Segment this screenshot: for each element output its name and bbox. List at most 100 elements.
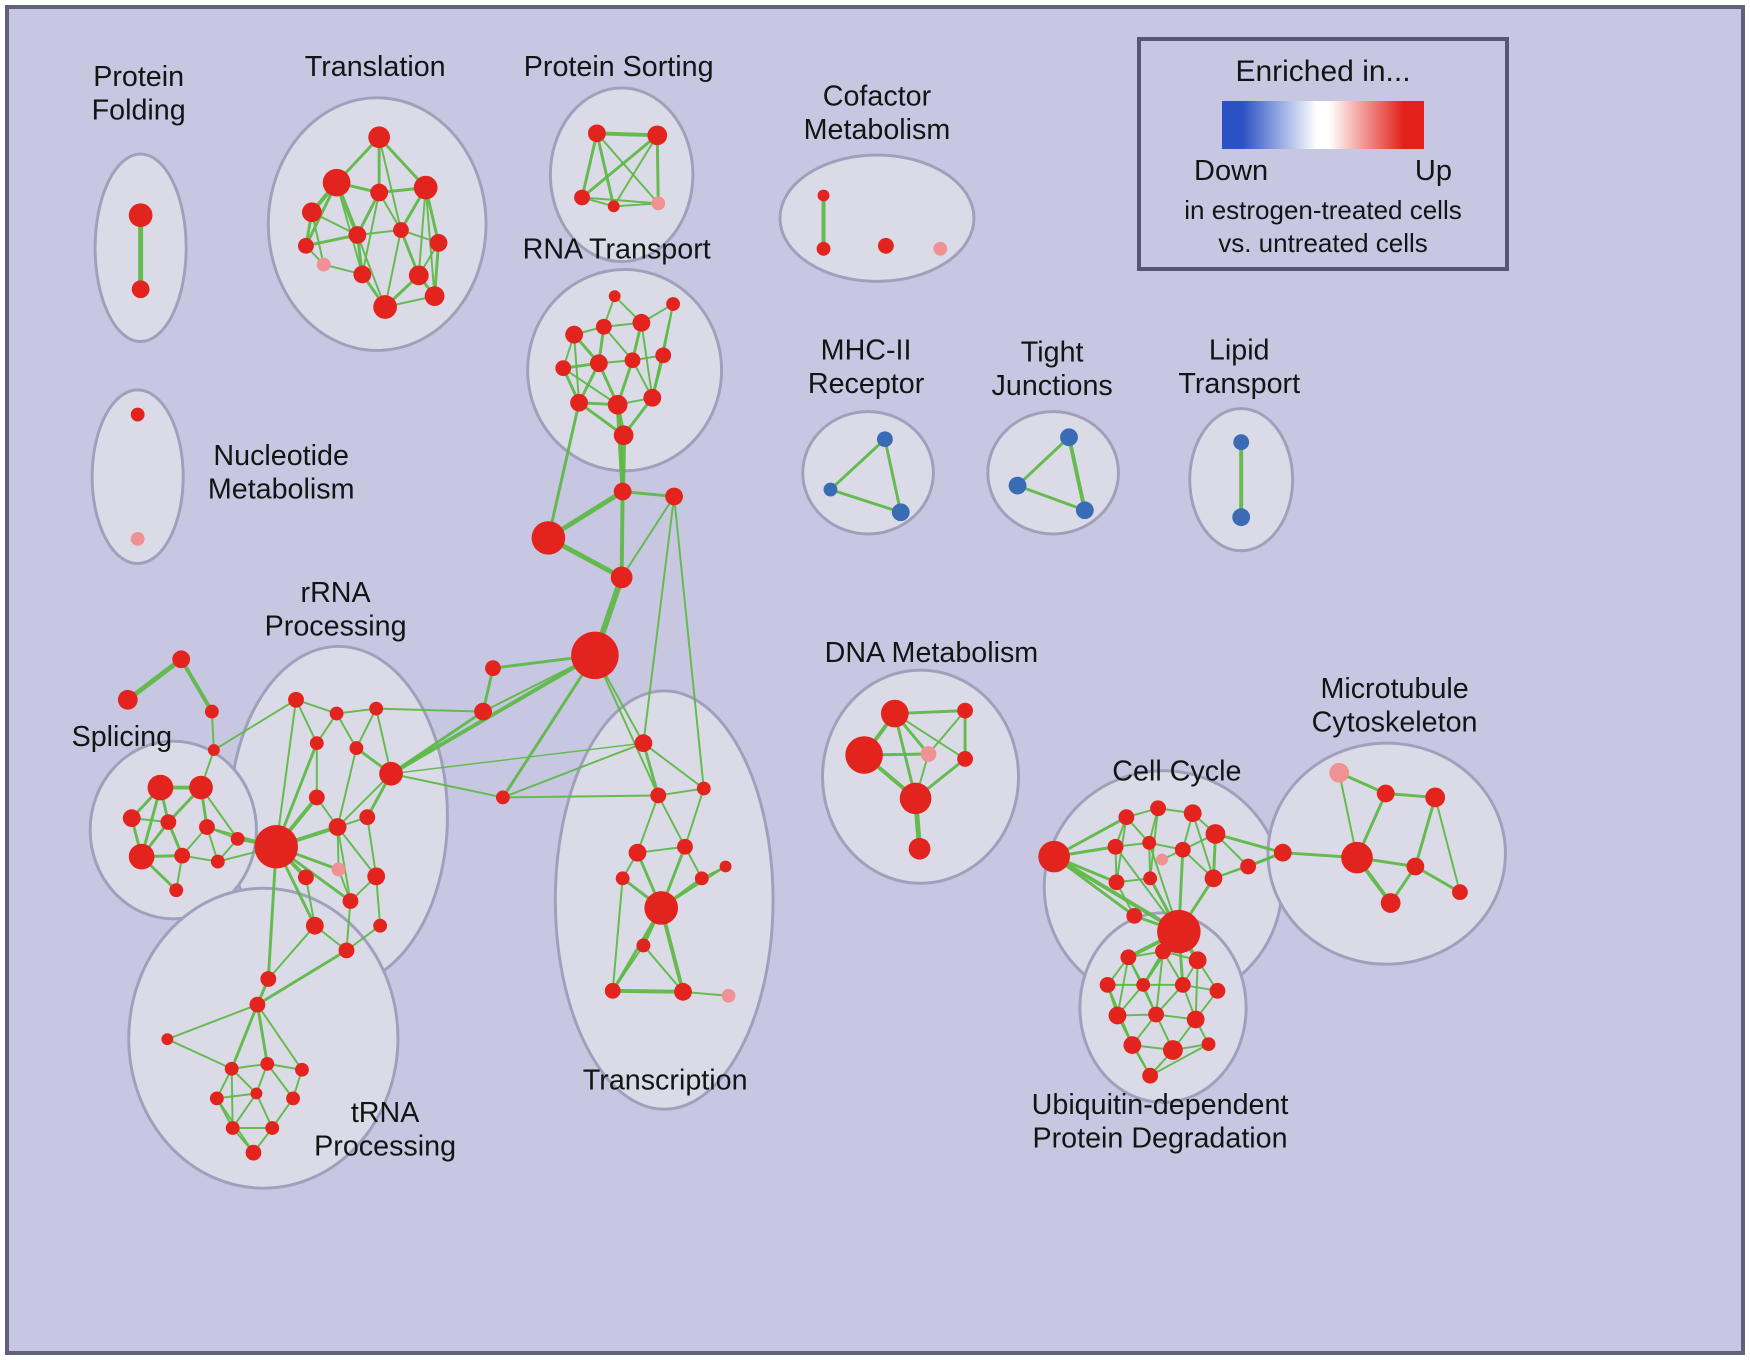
node-rr5[interactable]	[349, 741, 364, 755]
node-tp11[interactable]	[245, 1144, 262, 1161]
node-st1[interactable]	[172, 650, 191, 669]
node-ub6[interactable]	[1174, 977, 1191, 993]
node-mh2[interactable]	[823, 482, 838, 497]
node-tl4[interactable]	[370, 183, 389, 202]
node-ps1[interactable]	[587, 124, 606, 143]
node-sl1[interactable]	[147, 774, 174, 801]
node-rr1[interactable]	[288, 691, 304, 708]
node-cf4[interactable]	[933, 241, 948, 256]
node-rt11[interactable]	[607, 394, 628, 415]
node-cf2[interactable]	[816, 241, 831, 256]
node-mt5[interactable]	[1341, 841, 1373, 874]
node-tc14[interactable]	[721, 988, 736, 1003]
node-tl1[interactable]	[368, 126, 391, 149]
node-rr11[interactable]	[331, 862, 346, 877]
node-cc12[interactable]	[1204, 869, 1223, 888]
node-rt6[interactable]	[555, 360, 572, 377]
node-dm7[interactable]	[908, 837, 931, 860]
node-ub8[interactable]	[1108, 1006, 1127, 1025]
node-br3[interactable]	[495, 790, 510, 805]
node-ub9[interactable]	[1148, 1006, 1164, 1023]
node-tc6[interactable]	[677, 838, 693, 855]
node-rt12[interactable]	[643, 388, 662, 407]
node-dm3[interactable]	[845, 736, 883, 774]
node-cc10[interactable]	[1108, 874, 1125, 891]
node-tc8[interactable]	[615, 871, 630, 886]
node-rt9[interactable]	[655, 347, 672, 364]
node-br1[interactable]	[485, 660, 501, 677]
node-hub[interactable]	[571, 631, 619, 680]
node-ub7[interactable]	[1209, 982, 1226, 999]
node-tp8[interactable]	[286, 1091, 300, 1106]
node-rt5[interactable]	[666, 297, 681, 311]
node-rt10[interactable]	[570, 393, 588, 412]
node-tp9[interactable]	[225, 1121, 240, 1135]
node-rr18[interactable]	[260, 971, 277, 987]
node-sl10[interactable]	[169, 883, 184, 898]
node-st3[interactable]	[204, 704, 219, 719]
node-ub3[interactable]	[1188, 951, 1207, 970]
node-cc1[interactable]	[1038, 840, 1070, 873]
node-ch2[interactable]	[665, 487, 683, 506]
node-dm6[interactable]	[899, 782, 932, 815]
node-nm1[interactable]	[130, 407, 145, 422]
node-ps2[interactable]	[647, 125, 668, 146]
node-ch4[interactable]	[610, 566, 633, 589]
node-cf3[interactable]	[877, 237, 894, 254]
node-rt2[interactable]	[565, 325, 584, 344]
node-mt4[interactable]	[1273, 843, 1292, 862]
node-rr9[interactable]	[328, 818, 347, 836]
node-cc4[interactable]	[1183, 804, 1202, 823]
node-rr16[interactable]	[373, 918, 388, 933]
node-ub5[interactable]	[1136, 978, 1151, 992]
node-tc11[interactable]	[636, 938, 651, 953]
node-tc12[interactable]	[604, 982, 621, 999]
node-rr8[interactable]	[308, 789, 325, 806]
node-mt1[interactable]	[1329, 762, 1350, 783]
node-ub13[interactable]	[1201, 1037, 1216, 1052]
node-tl3[interactable]	[301, 202, 322, 223]
node-tp4[interactable]	[260, 1056, 275, 1071]
node-sl2[interactable]	[189, 775, 213, 800]
node-tl13[interactable]	[373, 295, 397, 319]
node-rr15[interactable]	[305, 916, 324, 935]
node-st4[interactable]	[207, 744, 220, 756]
node-tj2[interactable]	[1008, 476, 1027, 495]
node-cc11[interactable]	[1143, 871, 1158, 886]
node-rr2[interactable]	[329, 706, 344, 721]
node-sl4[interactable]	[160, 814, 177, 830]
node-sl6[interactable]	[128, 843, 155, 870]
node-cc3[interactable]	[1150, 800, 1166, 817]
node-cc15[interactable]	[1157, 909, 1201, 954]
node-ps3[interactable]	[574, 189, 590, 206]
node-tc9[interactable]	[694, 871, 709, 886]
node-tj3[interactable]	[1075, 501, 1094, 520]
node-sl3[interactable]	[122, 809, 141, 828]
node-rt4[interactable]	[632, 313, 651, 332]
node-ub12[interactable]	[1163, 1040, 1183, 1060]
node-ch1[interactable]	[613, 482, 632, 501]
node-br2[interactable]	[474, 702, 492, 721]
node-ch3[interactable]	[531, 521, 566, 555]
node-rr14[interactable]	[342, 893, 359, 909]
node-lt1[interactable]	[1233, 434, 1250, 451]
node-rr7[interactable]	[254, 825, 298, 869]
node-dm2[interactable]	[957, 702, 973, 719]
node-rr3[interactable]	[369, 701, 384, 716]
node-ub4[interactable]	[1099, 977, 1116, 993]
node-ub10[interactable]	[1186, 1010, 1205, 1029]
node-cc9[interactable]	[1156, 853, 1168, 866]
node-tl5[interactable]	[413, 175, 438, 200]
node-nm2[interactable]	[130, 531, 145, 546]
node-dm1[interactable]	[880, 699, 909, 728]
node-tl11[interactable]	[353, 265, 372, 284]
node-mt2[interactable]	[1376, 784, 1395, 803]
node-dm4[interactable]	[920, 746, 937, 762]
node-lt2[interactable]	[1232, 508, 1251, 527]
node-sl5[interactable]	[199, 819, 215, 835]
node-cf1[interactable]	[817, 189, 830, 202]
node-mt3[interactable]	[1425, 787, 1446, 808]
node-rr10[interactable]	[359, 809, 376, 826]
node-tc5[interactable]	[628, 843, 647, 862]
node-ub11[interactable]	[1123, 1036, 1142, 1054]
